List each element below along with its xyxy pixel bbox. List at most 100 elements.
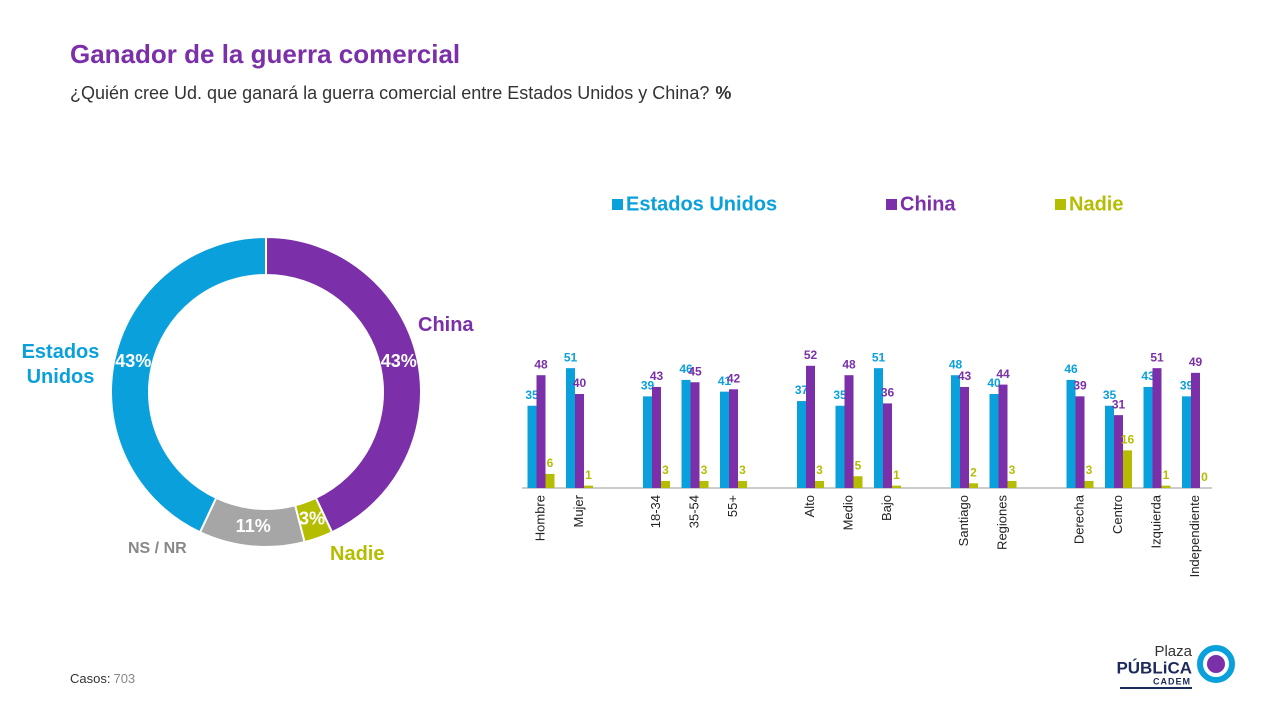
- bar: [844, 375, 854, 488]
- x-tick-label: Medio: [840, 495, 855, 530]
- bar: [1007, 480, 1017, 488]
- logo-sub: CADEM: [1153, 676, 1191, 686]
- value-label: 43: [958, 369, 972, 383]
- value-label: 6: [547, 456, 554, 470]
- x-tick-label: 55+: [725, 495, 740, 517]
- value-label: 46: [679, 362, 693, 376]
- logo-icon-inner: [1207, 655, 1225, 673]
- bar: [835, 405, 845, 488]
- x-tick-label: Centro: [1110, 495, 1125, 534]
- logo-main: PÚBLiCA: [1116, 658, 1192, 677]
- value-label: 45: [688, 364, 702, 378]
- x-tick-label: Regiones: [994, 495, 1009, 550]
- bar: [1066, 379, 1076, 488]
- bar: [1191, 372, 1200, 488]
- value-label: 3: [739, 463, 746, 477]
- unit: %: [715, 83, 731, 103]
- value-label: 39: [1073, 379, 1087, 393]
- footer-value: 703: [113, 671, 135, 686]
- value-label: 52: [804, 348, 818, 362]
- value-label: 48: [534, 357, 548, 371]
- bar: [892, 485, 901, 488]
- value-label: 0: [1201, 470, 1208, 484]
- value-label: 3: [1009, 463, 1016, 477]
- slice-label: 3%: [299, 509, 325, 529]
- value-label: 51: [1150, 350, 1164, 364]
- bar: [1143, 386, 1153, 488]
- bar: [699, 480, 709, 488]
- value-label: 40: [987, 376, 1001, 390]
- footer: Casos: 703: [70, 671, 135, 686]
- donut-slice: [110, 235, 267, 534]
- bar: [969, 483, 978, 488]
- value-label: 3: [701, 463, 708, 477]
- logo-top: Plaza: [1154, 643, 1192, 660]
- bar: [1105, 405, 1114, 488]
- legend-label: China: [900, 193, 956, 215]
- legend-swatch: [612, 199, 623, 210]
- value-label: 2: [970, 465, 977, 479]
- bar: [883, 403, 892, 488]
- legend-label: Nadie: [1069, 193, 1123, 215]
- value-label: 43: [650, 369, 664, 383]
- value-label: 41: [718, 374, 732, 388]
- bar: [1152, 368, 1162, 488]
- bar: [1123, 450, 1132, 488]
- bar: [998, 384, 1008, 488]
- value-label: 36: [881, 386, 895, 400]
- bar: [1161, 485, 1171, 488]
- title: Ganador de la guerra comercial: [70, 39, 460, 69]
- value-label: 35: [525, 388, 539, 402]
- value-label: 3: [1086, 463, 1093, 477]
- value-label: 42: [727, 371, 741, 385]
- legend-swatch: [886, 199, 897, 210]
- value-label: 44: [996, 367, 1010, 381]
- slice-label: 11%: [236, 516, 271, 536]
- slice-category: China: [418, 314, 474, 336]
- bar: [643, 396, 652, 488]
- bar: [729, 389, 738, 488]
- value-label: 37: [795, 383, 809, 397]
- donut-slice: [265, 235, 422, 534]
- x-tick-label: Derecha: [1071, 494, 1086, 544]
- bar: [690, 382, 700, 488]
- x-tick-label: Izquierda: [1148, 494, 1163, 548]
- bar: [545, 473, 555, 488]
- subtitle: ¿Quién cree Ud. que ganará la guerra com…: [70, 83, 731, 103]
- bar: [806, 365, 815, 488]
- bar: [797, 401, 806, 488]
- value-label: 46: [1064, 362, 1078, 376]
- x-tick-label: 35-54: [686, 495, 701, 528]
- x-tick-label: Bajo: [879, 495, 894, 521]
- legend-label: Estados Unidos: [626, 193, 777, 215]
- bar: [989, 394, 999, 488]
- bar: [874, 368, 883, 488]
- value-label: 48: [842, 357, 856, 371]
- value-label: 39: [1180, 379, 1194, 393]
- bar: [1182, 396, 1191, 488]
- value-label: 43: [1141, 369, 1155, 383]
- logo-icon: [1197, 645, 1235, 683]
- value-label: 31: [1112, 397, 1126, 411]
- slice-category: Estados Unidos: [21, 341, 100, 388]
- bar: [681, 379, 691, 488]
- bar: [584, 485, 593, 488]
- bar: [815, 480, 824, 488]
- bar: [960, 386, 969, 488]
- value-label: 35: [833, 388, 847, 402]
- bar: [1075, 396, 1085, 488]
- value-label: 3: [662, 463, 669, 477]
- bar: [575, 394, 584, 488]
- x-tick-label: Mujer: [571, 494, 586, 527]
- value-label: 5: [855, 458, 862, 472]
- value-label: 49: [1189, 355, 1203, 369]
- value-label: 40: [573, 376, 587, 390]
- slice-label: 43%: [115, 351, 151, 371]
- slice-label: 43%: [381, 351, 417, 371]
- slice-category: NS / NR: [128, 540, 187, 557]
- bar: [853, 476, 863, 488]
- bar: [661, 480, 670, 488]
- subtitle-text: ¿Quién cree Ud. que ganará la guerra com…: [70, 83, 709, 103]
